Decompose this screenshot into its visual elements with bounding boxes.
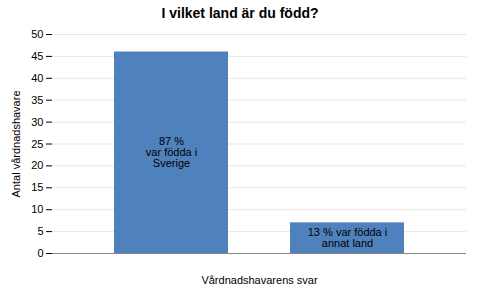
svg-text:50: 50 — [31, 28, 43, 40]
svg-text:0: 0 — [37, 247, 43, 259]
svg-text:13 % var födda iannat land: 13 % var födda iannat land — [308, 226, 388, 249]
svg-text:40: 40 — [31, 72, 43, 84]
svg-text:Antal vårdnadshavare: Antal vårdnadshavare — [10, 90, 22, 197]
svg-text:Vårdnadshavarens svar: Vårdnadshavarens svar — [201, 274, 318, 286]
html-text:I vilket land är du född?: I vilket land är du född? — [161, 5, 319, 21]
svg-text:45: 45 — [31, 50, 43, 62]
svg-text:5: 5 — [37, 225, 43, 237]
svg-text:30: 30 — [31, 116, 43, 128]
svg-text:35: 35 — [31, 94, 43, 106]
svg-text:20: 20 — [31, 159, 43, 171]
svg-text:25: 25 — [31, 138, 43, 150]
svg-text:15: 15 — [31, 181, 43, 193]
svg-text:10: 10 — [31, 203, 43, 215]
svg-text:87 %var födda iSverige: 87 %var födda iSverige — [146, 135, 197, 169]
